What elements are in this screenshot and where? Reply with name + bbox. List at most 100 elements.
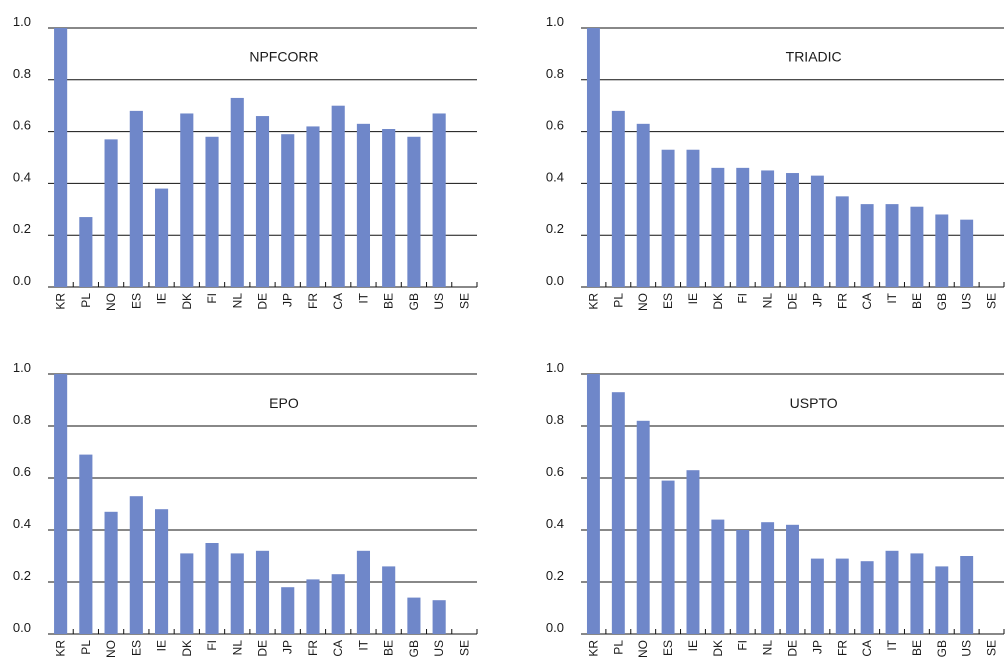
x-tick-label: BE (382, 640, 396, 656)
x-tick-label: SE (985, 293, 999, 309)
y-tick-label: 0.4 (13, 169, 31, 184)
x-tick-label: US (960, 293, 974, 310)
x-tick-label: DE (256, 293, 270, 310)
x-tick-label: GB (407, 293, 421, 310)
x-tick-label: US (432, 293, 446, 310)
bar-fi (736, 167, 750, 287)
bar-be (382, 129, 396, 287)
bar-pl (79, 454, 93, 634)
bar-be (910, 553, 924, 634)
y-tick-label: 0.8 (546, 66, 564, 81)
bar-fi (736, 530, 750, 634)
x-tick-label: PL (79, 640, 93, 655)
x-tick-label: ES (661, 640, 675, 656)
x-tick-label: NO (636, 640, 650, 658)
bar-pl (611, 110, 625, 287)
x-tick-label: FI (736, 293, 750, 304)
y-tick-label: 0.4 (546, 516, 564, 531)
x-tick-label: ES (129, 293, 143, 309)
bar-no (104, 511, 118, 634)
bar-ca (331, 105, 345, 287)
x-tick-label: KR (586, 640, 600, 657)
y-tick-label: 0.6 (546, 464, 564, 479)
x-tick-label: FR (835, 293, 849, 309)
bar-dk (180, 553, 194, 634)
y-tick-label: 0.4 (546, 169, 564, 184)
bar-fi (205, 136, 219, 287)
y-tick-label: 1.0 (546, 14, 564, 29)
bar-us (960, 556, 974, 634)
x-tick-label: FI (736, 640, 750, 651)
x-tick-label: NL (230, 293, 244, 309)
x-tick-label: IE (155, 640, 169, 651)
x-tick-label: CA (860, 293, 874, 310)
bar-jp (810, 558, 824, 634)
chart-panel-npfcorr: 0.0 0.2 0.4 0.6 0.8 1.0 KR PL NO ES IE DK FI NL DE JP FR… (13, 14, 478, 311)
x-tick-label: DK (711, 640, 725, 657)
x-tick-label: JP (810, 640, 824, 654)
x-tick-label: SE (457, 640, 471, 656)
x-tick-label: NL (230, 640, 244, 656)
bar-no (636, 420, 650, 634)
x-tick-label: IT (885, 639, 899, 650)
bar-fr (835, 196, 849, 287)
x-tick-label: BE (910, 640, 924, 656)
chart-panel-triadic: 0.0 0.2 0.4 0.6 0.8 1.0 KR PL NO ES IE DK FI NL DE JP FR… (546, 14, 1005, 311)
bar-de (786, 524, 799, 634)
bar-gb (935, 566, 949, 634)
bar-dk (711, 167, 725, 287)
x-tick-label: ES (129, 640, 143, 656)
x-tick-label: IT (885, 292, 899, 303)
x-tick-label: CA (331, 293, 345, 310)
bar-jp (281, 587, 295, 634)
bar-ie (686, 470, 700, 634)
x-tick-label: JP (281, 640, 295, 654)
bar-de (786, 173, 799, 287)
x-tick-label: JP (281, 293, 295, 307)
bar-de (255, 116, 270, 287)
x-tick-label: KR (54, 640, 68, 657)
bar-us (432, 113, 446, 287)
x-tick-label: NO (104, 293, 118, 311)
x-tick-label: PL (79, 293, 93, 308)
bar-nl (761, 170, 775, 287)
bar-ie (686, 149, 700, 287)
bar-ca (331, 574, 345, 634)
chart-title: TRIADIC (786, 49, 842, 65)
x-tick-label: DE (786, 293, 800, 310)
x-tick-label: IE (686, 293, 700, 304)
y-tick-label: 0.4 (13, 516, 31, 531)
bar-it (885, 550, 899, 634)
x-tick-label: BE (382, 293, 396, 309)
x-tick-label: US (432, 640, 446, 657)
x-tick-label: KR (54, 293, 68, 310)
bar-de (255, 550, 270, 634)
bar-kr (54, 374, 68, 634)
chart-title: NPFCORR (249, 49, 318, 65)
bar-dk (180, 113, 194, 287)
x-tick-label: NL (761, 293, 775, 309)
bar-gb (407, 597, 421, 634)
x-tick-label: KR (586, 293, 600, 310)
x-tick-label: CA (331, 640, 345, 657)
x-tick-label: DE (786, 640, 800, 657)
bar-ie (154, 509, 169, 634)
chart-title: EPO (269, 395, 299, 411)
x-tick-label: GB (935, 293, 949, 310)
chart-panel-epo: 0.0 0.2 0.4 0.6 0.8 1.0 KR PL NO ES IE DK FI NL DE JP FR… (13, 360, 478, 658)
bar-us (960, 219, 974, 287)
x-tick-label: FI (205, 293, 219, 304)
bar-gb (407, 136, 421, 287)
x-tick-label: GB (935, 640, 949, 657)
bar-pl (79, 217, 93, 287)
x-tick-label: DK (711, 293, 725, 310)
bar-es (661, 480, 675, 634)
bar-it (356, 550, 371, 634)
x-tick-label: FR (306, 293, 320, 309)
y-tick-label: 0.2 (546, 221, 564, 236)
x-tick-label: NL (761, 640, 775, 656)
x-tick-label: PL (611, 293, 625, 308)
chart-panel-uspto: 0.0 0.2 0.4 0.6 0.8 1.0 KR PL NO ES IE DK FI NL DE JP FR… (546, 360, 1005, 658)
bar-kr (54, 28, 68, 287)
x-tick-label: FR (835, 640, 849, 656)
